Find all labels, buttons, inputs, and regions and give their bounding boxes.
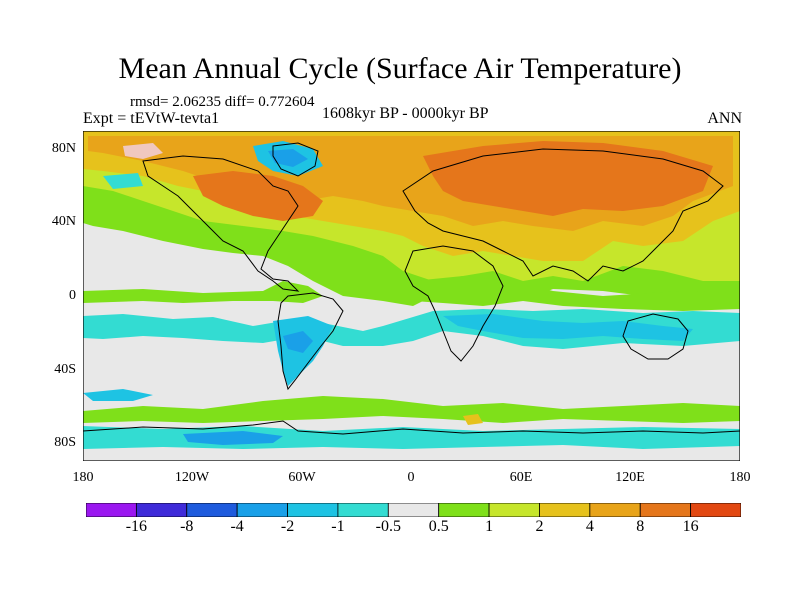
antarctic-warm-patch <box>463 414 483 425</box>
colorbar-swatch <box>639 503 692 517</box>
colorbar-label: -16 <box>125 518 148 535</box>
colorbar-swatch <box>86 503 137 517</box>
colorbar-swatch <box>488 503 540 517</box>
lon-label-120e: 120E <box>615 470 645 485</box>
lon-label-60e: 60E <box>509 470 533 485</box>
colorbar-swatch <box>337 503 389 517</box>
south-pacific-cool <box>83 389 153 401</box>
colorbar-swatch <box>287 503 339 517</box>
lon-label-180w: 180 <box>72 470 94 485</box>
colorbar-label: 2 <box>535 518 544 535</box>
equatorial-band <box>83 281 323 303</box>
coastlines <box>83 142 740 435</box>
colorbar-label: -8 <box>180 518 194 535</box>
colorbar-swatch <box>690 503 741 517</box>
rmsd-diff-stats: rmsd= 2.06235 diff= 0.772604 <box>130 94 315 110</box>
lon-label-180e: 180 <box>729 470 751 485</box>
lat-label-40s: 40S <box>54 362 76 377</box>
coastline-north-america <box>142 155 300 292</box>
coastline-south-america <box>277 292 344 391</box>
lon-label-60w: 60W <box>288 470 316 485</box>
antarctic-green-band <box>83 396 740 423</box>
coastline-eurasia <box>402 148 724 282</box>
colorbar-label: 16 <box>682 518 699 535</box>
colorbar-label: 4 <box>585 518 594 535</box>
experiment-label: Expt = tEVtW-tevta1 <box>83 110 220 127</box>
lon-label-120w: 120W <box>174 470 210 485</box>
lat-label-80n: 80N <box>51 141 76 156</box>
south-america-core <box>283 331 313 353</box>
coastline-antarctica <box>83 420 740 435</box>
season-label: ANN <box>707 110 742 127</box>
sh-cool-core <box>443 314 693 341</box>
lat-label-80s: 80S <box>54 435 76 450</box>
colorbar-label: 1 <box>485 518 494 535</box>
colorbar-swatch <box>135 503 188 517</box>
colorbar-label: -0.5 <box>375 518 401 535</box>
colorbar-label: -4 <box>230 518 244 535</box>
colorbar-label: -1 <box>331 518 345 535</box>
north-america-hotspot <box>193 171 323 221</box>
eurasia-hotspot <box>423 141 713 216</box>
coastline-greenland <box>272 142 319 177</box>
temperature-anomaly-map <box>83 131 740 461</box>
coastline-australia <box>622 313 689 360</box>
colorbar-swatch <box>387 503 440 517</box>
coastline-africa <box>404 245 504 362</box>
colorbar-label: -2 <box>280 518 295 535</box>
lat-label-0: 0 <box>69 288 76 303</box>
sh-cool-band <box>83 309 740 349</box>
colorbar-swatch <box>589 503 641 517</box>
colorbar-swatch <box>539 503 591 517</box>
colorbar-label: 0.5 <box>428 518 449 535</box>
colorbar-label: 8 <box>636 518 645 535</box>
colorbar-swatch <box>438 503 490 517</box>
colorbar-swatch <box>186 503 238 517</box>
antarctic-cold-patch <box>183 431 283 445</box>
colorbar-swatch <box>236 503 288 517</box>
lon-label-0: 0 <box>407 470 415 485</box>
map-title: Mean Annual Cycle (Surface Air Temperatu… <box>118 52 682 85</box>
africa-warm-band <box>413 276 740 311</box>
lat-label-40n: 40N <box>51 214 76 229</box>
period-label: 1608kyr BP - 0000kyr BP <box>322 105 489 122</box>
arctic-cool-patch-left <box>103 173 143 189</box>
greenland-cool-core <box>268 149 308 167</box>
colorbar <box>86 503 741 517</box>
arctic-pink-patch <box>123 143 163 159</box>
